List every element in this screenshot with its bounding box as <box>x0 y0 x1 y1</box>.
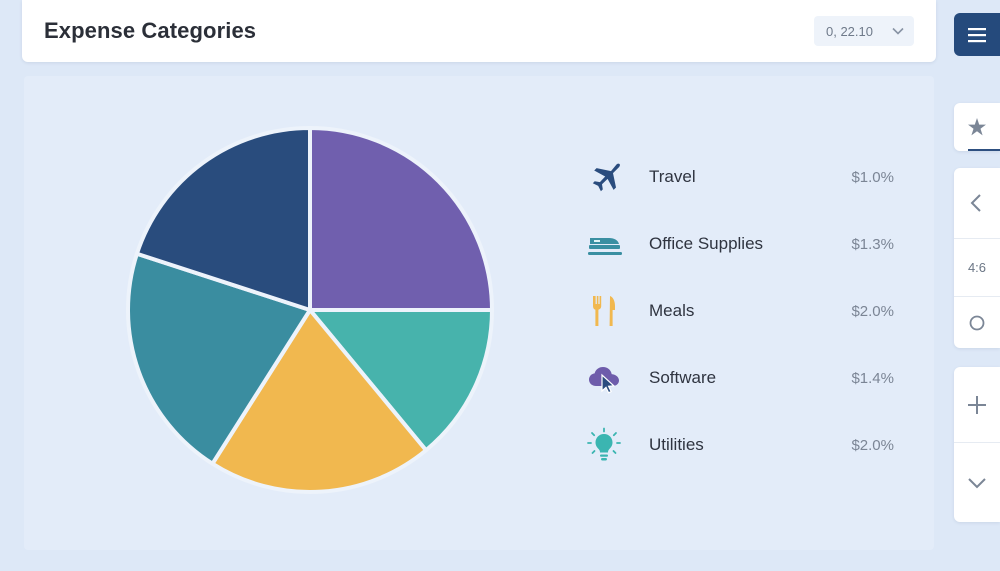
rail-actions-card <box>954 367 1000 522</box>
expand-button[interactable] <box>954 442 1000 522</box>
legend-label: Software <box>649 368 717 387</box>
legend-label: Travel <box>649 167 696 186</box>
pie-chart <box>126 126 494 494</box>
legend-value: $2.0% <box>851 302 894 320</box>
page-counter-text: 4:6 <box>967 260 987 275</box>
pie-slice-5[interactable] <box>134 126 312 312</box>
legend-item-travel: Travel $1.0% <box>584 157 914 197</box>
airplane-icon <box>584 157 624 197</box>
add-button[interactable] <box>954 367 1000 442</box>
legend-label: Utilities <box>649 435 704 454</box>
pie-slice-2[interactable] <box>308 308 494 453</box>
stapler-icon <box>584 224 624 264</box>
legend-item-utilities: Utilities $2.0% <box>584 425 914 465</box>
legend-value: $1.4% <box>851 369 894 387</box>
favorite-button[interactable] <box>954 103 1000 151</box>
legend-item-software: Software $1.4% <box>584 358 914 398</box>
menu-button[interactable] <box>954 13 1000 56</box>
fork-knife-icon <box>584 291 624 331</box>
period-select-value: 0, 22.10 <box>826 23 873 39</box>
rail-nav-card: 4:6 <box>954 168 1000 348</box>
chevron-down-icon <box>968 477 986 488</box>
chevron-left-icon <box>970 194 981 212</box>
chart-panel: Travel $1.0% Office Supplies $1.3% <box>24 76 934 550</box>
lightbulb-icon <box>584 425 624 465</box>
period-select[interactable]: 0, 22.10 <box>814 16 914 46</box>
chevron-down-icon <box>892 27 904 35</box>
star-icon <box>968 118 986 136</box>
menu-icon <box>968 27 986 42</box>
page-counter: 4:6 <box>954 238 1000 296</box>
back-button[interactable] <box>954 168 1000 238</box>
pie-slice-4[interactable] <box>126 251 312 466</box>
rail-favorite-card <box>954 103 1000 151</box>
legend-value: $1.3% <box>851 235 894 253</box>
pie-slice-3[interactable] <box>210 308 429 494</box>
legend-label: Office Supplies <box>649 234 764 253</box>
legend-item-office-supplies: Office Supplies $1.3% <box>584 224 914 264</box>
circle-icon <box>969 315 985 330</box>
plus-icon <box>968 395 986 414</box>
page-title: Expense Categories <box>44 18 257 43</box>
cloud-cursor-icon <box>584 358 624 398</box>
legend-value: $2.0% <box>851 436 894 454</box>
legend-value: $1.0% <box>851 168 894 186</box>
pie-slice-1[interactable] <box>308 126 494 312</box>
legend-label: Meals <box>649 301 695 320</box>
legend-item-meals: Meals $2.0% <box>584 291 914 331</box>
circle-button[interactable] <box>954 296 1000 348</box>
header-card: Expense Categories 0, 22.10 <box>22 0 936 62</box>
